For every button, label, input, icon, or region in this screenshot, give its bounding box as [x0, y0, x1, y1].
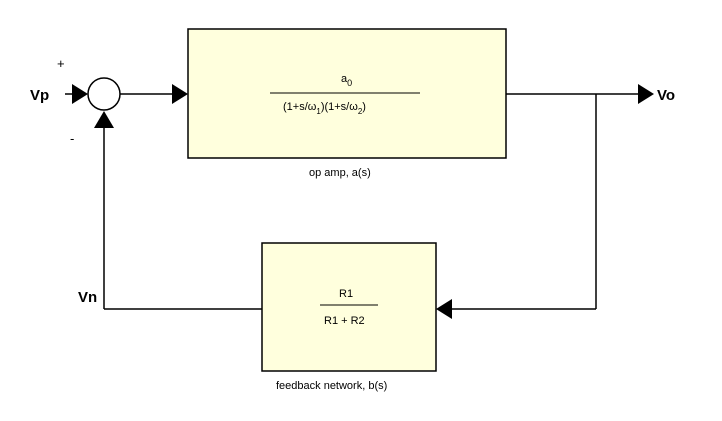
vn-rise-line — [104, 126, 126, 309]
minus-sign: - — [70, 131, 74, 146]
feedback-denominator: R1 + R2 — [324, 315, 365, 327]
opamp-numerator: a0 — [341, 73, 352, 88]
opamp-input-arrowhead — [172, 84, 188, 104]
opamp-caption: op amp, a(s) — [309, 167, 371, 179]
vp-label: Vp — [30, 87, 49, 104]
vo-arrowhead — [638, 84, 654, 104]
feedback-caption: feedback network, b(s) — [276, 380, 387, 392]
summing-junction — [87, 77, 121, 111]
vp-arrowhead — [72, 84, 88, 104]
feedback-input-arrowhead — [436, 299, 452, 319]
vo-label: Vo — [657, 87, 675, 104]
feedback-numerator: R1 — [339, 288, 353, 300]
opamp-denominator: (1+s/ω1)(1+s/ω2) — [283, 101, 366, 116]
junction-feedback-arrowhead — [94, 111, 114, 128]
feedback-block — [261, 242, 437, 372]
vn-label: Vn — [78, 289, 97, 306]
plus-sign: + — [57, 56, 65, 71]
